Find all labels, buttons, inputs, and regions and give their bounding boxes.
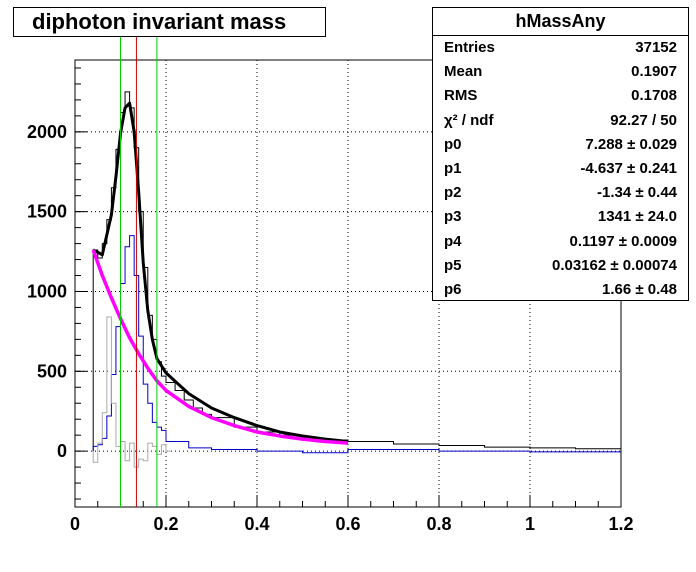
stats-value: 1.66 ± 0.48	[602, 280, 677, 298]
stats-value: -1.34 ± 0.44	[597, 184, 677, 202]
fit_total-curve	[92, 101, 349, 444]
stats-row-mean: Mean 0.1907	[433, 60, 688, 84]
x-tick-label: 0.8	[426, 514, 451, 534]
fit_background-curve	[91, 249, 349, 445]
stats-row-p3: p3 1341 ± 24.0	[433, 205, 688, 229]
y-tick-label: 0	[57, 441, 67, 461]
x-tick-label: 0.6	[335, 514, 360, 534]
stats-value: -4.637 ± 0.241	[580, 159, 677, 177]
stats-row-p5: p5 0.03162 ± 0.00074	[433, 254, 688, 278]
stats-value: 92.27 / 50	[610, 111, 677, 129]
x-tick-label: 0	[70, 514, 80, 534]
stats-value: 0.1708	[631, 87, 677, 105]
stats-value: 0.1907	[631, 63, 677, 81]
x-tick-label: 0.4	[244, 514, 269, 534]
stats-key: p5	[444, 256, 462, 274]
stats-key: p4	[444, 232, 462, 250]
stats-value: 0.03162 ± 0.00074	[551, 256, 677, 274]
signal_hist-step	[92, 235, 622, 454]
stats-key: p6	[444, 280, 462, 298]
x-tick-label: 0.2	[153, 514, 178, 534]
y-tick-label: 1500	[27, 202, 67, 222]
stats-key: p0	[444, 135, 462, 153]
stats-value: 0.1197 ± 0.0009	[569, 232, 678, 250]
stats-row-p2: p2 -1.34 ± 0.44	[433, 181, 688, 205]
stats-histogram-name: hMassAny	[433, 8, 688, 36]
stats-key: χ² / ndf	[444, 111, 494, 129]
total_hist-step	[92, 91, 622, 452]
x-tick-label: 1.2	[608, 514, 633, 534]
stats-row-p6: p6 1.66 ± 0.48	[433, 278, 688, 302]
stats-key: p3	[444, 208, 462, 226]
stats-key: p2	[444, 184, 462, 202]
stats-key: Mean	[444, 63, 483, 81]
stats-row-p0: p0 7.288 ± 0.029	[433, 133, 688, 157]
stats-row-p1: p1 -4.637 ± 0.241	[433, 157, 688, 181]
stats-row-rms: RMS 0.1708	[433, 84, 688, 108]
stats-row-chi2: χ² / ndf 92.27 / 50	[433, 109, 688, 133]
stats-row-entries: Entries 37152	[433, 36, 688, 60]
y-tick-label: 500	[37, 361, 67, 381]
stats-key: Entries	[444, 39, 495, 56]
stats-key: RMS	[444, 87, 478, 105]
stats-value: 37152	[635, 39, 677, 56]
stats-row-p4: p4 0.1197 ± 0.0009	[433, 230, 688, 254]
stats-key: p1	[444, 159, 462, 177]
y-tick-label: 2000	[27, 122, 67, 142]
stats-box: hMassAny Entries 37152 Mean 0.1907 RMS 0…	[432, 7, 689, 301]
stats-value: 1341 ± 24.0	[597, 208, 677, 226]
y-tick-label: 1000	[27, 281, 67, 301]
histogram-title: diphoton invariant mass	[13, 7, 326, 37]
x-tick-label: 1	[525, 514, 535, 534]
stats-value: 7.288 ± 0.029	[585, 135, 677, 153]
